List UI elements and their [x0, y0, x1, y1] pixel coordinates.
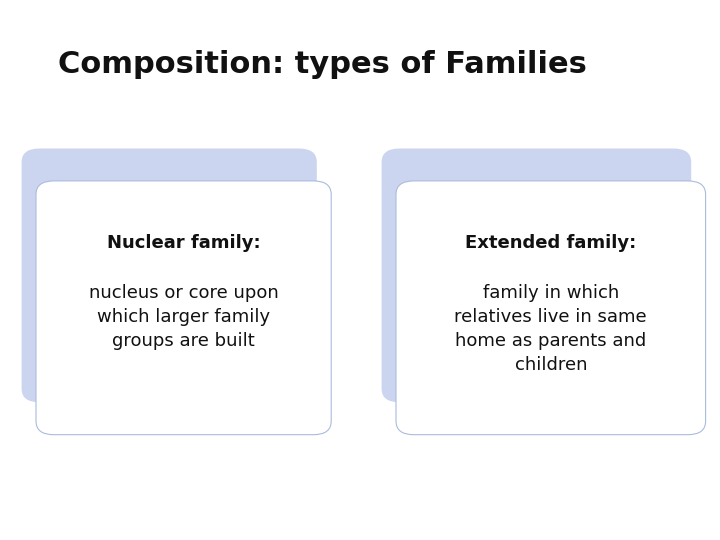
Text: Extended family:: Extended family: — [465, 234, 636, 252]
FancyBboxPatch shape — [396, 181, 706, 435]
FancyBboxPatch shape — [22, 148, 317, 402]
FancyBboxPatch shape — [382, 148, 691, 402]
Text: nucleus or core upon
which larger family
groups are built: nucleus or core upon which larger family… — [89, 284, 279, 350]
Text: Nuclear family:: Nuclear family: — [107, 234, 261, 252]
Text: Composition: types of Families: Composition: types of Families — [58, 50, 587, 79]
FancyBboxPatch shape — [36, 181, 331, 435]
Text: family in which
relatives live in same
home as parents and
children: family in which relatives live in same h… — [454, 284, 647, 374]
